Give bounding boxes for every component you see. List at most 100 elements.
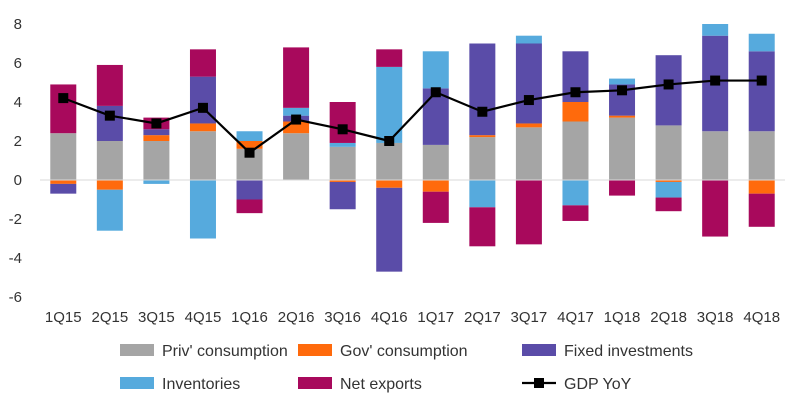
x-tick-label: 1Q15 bbox=[45, 309, 82, 326]
bar-segment bbox=[469, 180, 496, 208]
gdp-yoy-marker bbox=[291, 114, 302, 125]
bar-segment bbox=[329, 180, 356, 182]
bar-segment bbox=[515, 35, 542, 44]
bar-segment bbox=[469, 137, 496, 180]
bar-segment bbox=[515, 127, 542, 180]
bar-segment bbox=[236, 199, 263, 214]
chart-legend: Priv' consumption Gov' consumption Fixed i… bbox=[120, 343, 693, 393]
y-tick-label: 0 bbox=[14, 172, 22, 189]
gdp-yoy-marker bbox=[523, 95, 534, 106]
bar-segment bbox=[609, 78, 636, 85]
bar-segment bbox=[748, 193, 775, 227]
x-tick-label: 3Q18 bbox=[697, 309, 734, 326]
y-tick-label: -4 bbox=[9, 250, 22, 267]
plot-area: -6 -4 -2 0 2 4 6 8 1Q15 2Q15 3Q15 4Q15 1Q16 2Q16 3Q16 4… bbox=[9, 16, 785, 326]
x-tick-label: 2Q16 bbox=[278, 309, 315, 326]
bar-segment bbox=[655, 55, 682, 126]
x-tick-label: 3Q17 bbox=[511, 309, 548, 326]
bar-segment bbox=[422, 51, 449, 89]
bar-segment bbox=[376, 187, 403, 272]
legend-swatch bbox=[120, 377, 154, 389]
bar-segment bbox=[96, 180, 123, 190]
legend-swatch bbox=[522, 344, 556, 356]
y-tick-label: 8 bbox=[14, 16, 22, 33]
gdp-yoy-marker bbox=[384, 136, 395, 146]
bar-segment bbox=[143, 141, 170, 180]
bar-segment bbox=[329, 181, 356, 210]
bar-segment bbox=[422, 88, 449, 145]
bar-segment bbox=[376, 66, 403, 143]
bar-segment bbox=[96, 141, 123, 180]
bar-segment bbox=[748, 51, 775, 132]
bar-segment bbox=[50, 180, 77, 184]
x-tick-label: 2Q17 bbox=[464, 309, 501, 326]
gdp-yoy-marker bbox=[197, 102, 208, 113]
bar-segment bbox=[748, 180, 775, 194]
bar-segment bbox=[562, 205, 589, 221]
gdp-yoy-line bbox=[62, 79, 762, 155]
bar-segment bbox=[236, 141, 263, 149]
bar-segment bbox=[748, 131, 775, 180]
bar-segment bbox=[50, 133, 77, 180]
gdp-yoy-marker bbox=[430, 87, 441, 98]
gdp-yoy-marker bbox=[337, 124, 348, 135]
x-tick-label: 4Q17 bbox=[557, 309, 594, 326]
bar-segment bbox=[96, 189, 123, 231]
bar-segment bbox=[469, 43, 496, 136]
x-tick-label: 4Q16 bbox=[371, 309, 408, 326]
bar-segment bbox=[236, 180, 263, 200]
gdp-yoy-marker bbox=[710, 75, 721, 86]
bar-segment bbox=[376, 142, 403, 180]
bar-segment bbox=[702, 131, 729, 180]
bar-segment bbox=[189, 131, 216, 180]
bar-segment bbox=[50, 183, 77, 194]
legend-label: Fixed investments bbox=[564, 343, 693, 360]
legend-swatch bbox=[120, 344, 154, 356]
bar-segment bbox=[748, 33, 775, 52]
bar-segment bbox=[189, 49, 216, 77]
bar-segment bbox=[283, 107, 310, 116]
y-tick-label: 6 bbox=[14, 55, 22, 72]
legend-label: Priv' consumption bbox=[162, 343, 288, 360]
legend-marker-swatch bbox=[534, 378, 544, 388]
bar-segment bbox=[422, 144, 449, 180]
bar-segment bbox=[655, 181, 682, 198]
legend-label: Gov' consumption bbox=[340, 343, 468, 360]
x-tick-label: 3Q16 bbox=[324, 309, 361, 326]
bar-segment bbox=[702, 180, 729, 237]
bar-segment bbox=[469, 207, 496, 247]
bar-segment bbox=[236, 131, 263, 141]
bar-segment bbox=[143, 180, 170, 184]
x-tick-label: 1Q17 bbox=[417, 309, 454, 326]
bar-segment bbox=[189, 180, 216, 239]
bar-segment bbox=[609, 115, 636, 118]
x-tick-label: 4Q18 bbox=[743, 309, 780, 326]
bar-segment bbox=[329, 102, 356, 143]
gdp-yoy-marker bbox=[756, 75, 767, 86]
bar-segment bbox=[376, 180, 403, 188]
gdp-yoy-marker bbox=[58, 93, 69, 104]
bar-segment bbox=[422, 180, 449, 192]
bar-segment bbox=[609, 117, 636, 180]
y-tick-label: 4 bbox=[14, 94, 22, 111]
bar-segment bbox=[283, 47, 310, 108]
legend-label: Net exports bbox=[340, 376, 422, 393]
x-tick-label: 3Q15 bbox=[138, 309, 175, 326]
bar-segment bbox=[189, 123, 216, 132]
bar-segment bbox=[96, 64, 123, 106]
bar-segment bbox=[515, 180, 542, 245]
x-tick-label: 2Q18 bbox=[650, 309, 687, 326]
bar-segment bbox=[283, 121, 310, 134]
legend-label: Inventories bbox=[162, 376, 240, 393]
bar-segment bbox=[655, 180, 682, 182]
y-tick-label: -2 bbox=[9, 211, 22, 228]
gdp-yoy-marker bbox=[244, 147, 255, 158]
bar-segment bbox=[329, 146, 356, 180]
bar-segment bbox=[562, 102, 589, 122]
bar-segment bbox=[655, 125, 682, 180]
gdp-yoy-marker bbox=[617, 85, 628, 96]
x-tick-label: 2Q15 bbox=[91, 309, 128, 326]
bar-segment bbox=[515, 43, 542, 124]
y-tick-label: -6 bbox=[9, 289, 22, 306]
